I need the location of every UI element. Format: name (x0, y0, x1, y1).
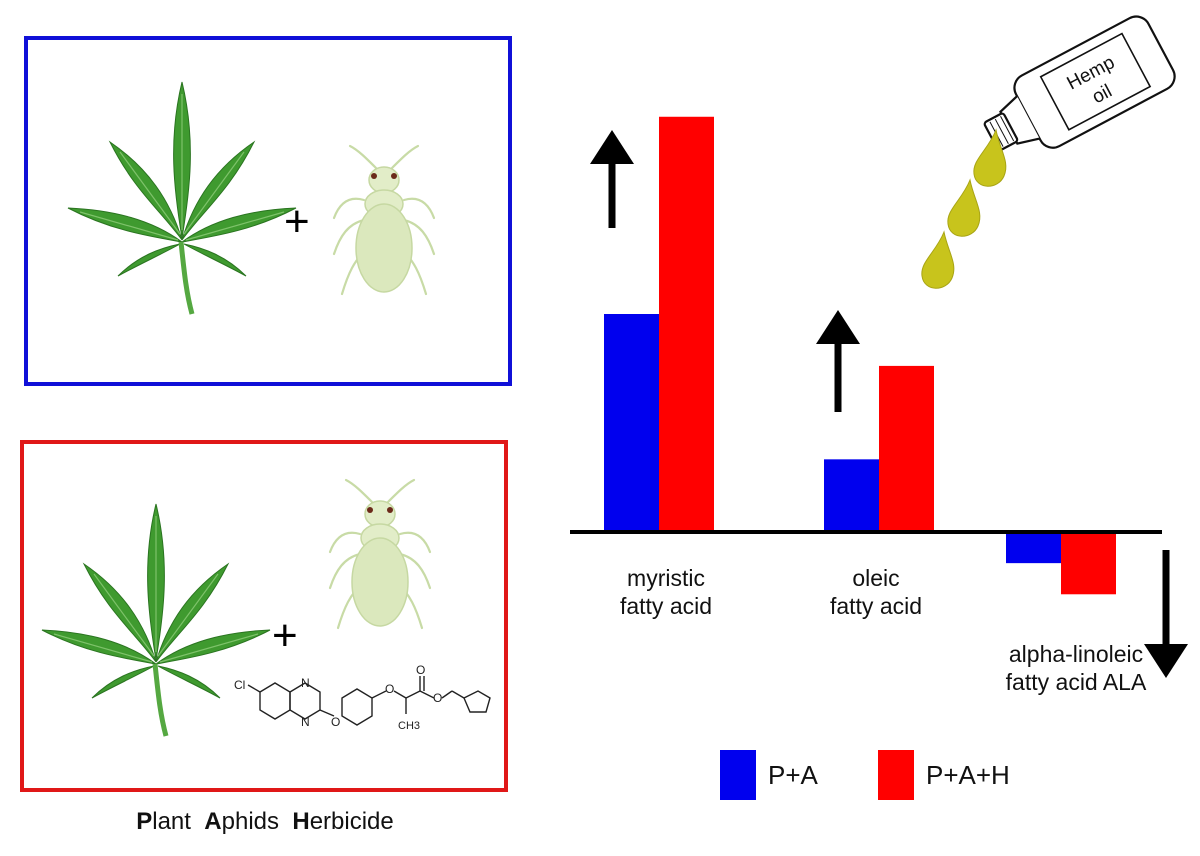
bar-p-a-1 (824, 459, 879, 532)
legend-swatch-pa (720, 750, 756, 800)
bar-p-a-2 (1006, 532, 1061, 564)
oil-drop (921, 230, 955, 289)
herbicide-structure: Cl N N O O O O CH3 (234, 663, 491, 732)
methyl-label: CH3 (398, 720, 420, 732)
panel-plant-aphids-herbicide: + (20, 440, 508, 792)
category-label-alpha-linoleic: alpha-linoleic fatty acid ALA (1005, 641, 1147, 695)
aphid-icon (332, 144, 436, 296)
panel-plant-aphids: + (24, 36, 512, 386)
oxygen-label: O (416, 663, 425, 677)
bar-p-a-0 (604, 314, 659, 532)
aphid-icon (328, 478, 432, 630)
oil-drop (947, 178, 981, 237)
plus-sign: + (272, 611, 298, 660)
category-label-myristic: myristic fatty acid (619, 565, 713, 619)
oil-drop (973, 128, 1007, 187)
oxygen-label: O (433, 691, 442, 705)
plus-sign: + (284, 197, 310, 246)
bar-p-a-h-2 (1061, 532, 1116, 595)
nitrogen-label: N (301, 676, 310, 690)
category-label-oleic: oleic fatty acid (829, 565, 923, 619)
bar-p-a-h-0 (659, 116, 714, 532)
oxygen-label: O (331, 715, 340, 729)
nitrogen-label: N (301, 715, 310, 729)
figure-caption: Plant Aphids Herbicide (136, 808, 394, 835)
leaf-icon (67, 81, 297, 315)
hemp-oil-bottle-icon: Hemp oil (921, 15, 1176, 289)
arrow-down-icon (1144, 550, 1188, 678)
leaf-icon (41, 503, 271, 737)
legend-label-pah: P+A+H (926, 760, 1010, 790)
arrow-up-icon (816, 310, 860, 412)
legend-label-pa: P+A (768, 760, 818, 790)
legend-swatch-pah (878, 750, 914, 800)
oxygen-label: O (385, 682, 394, 696)
chlorine-label: Cl (234, 678, 245, 692)
arrow-up-icon (590, 130, 634, 228)
bar-p-a-h-1 (879, 365, 934, 532)
